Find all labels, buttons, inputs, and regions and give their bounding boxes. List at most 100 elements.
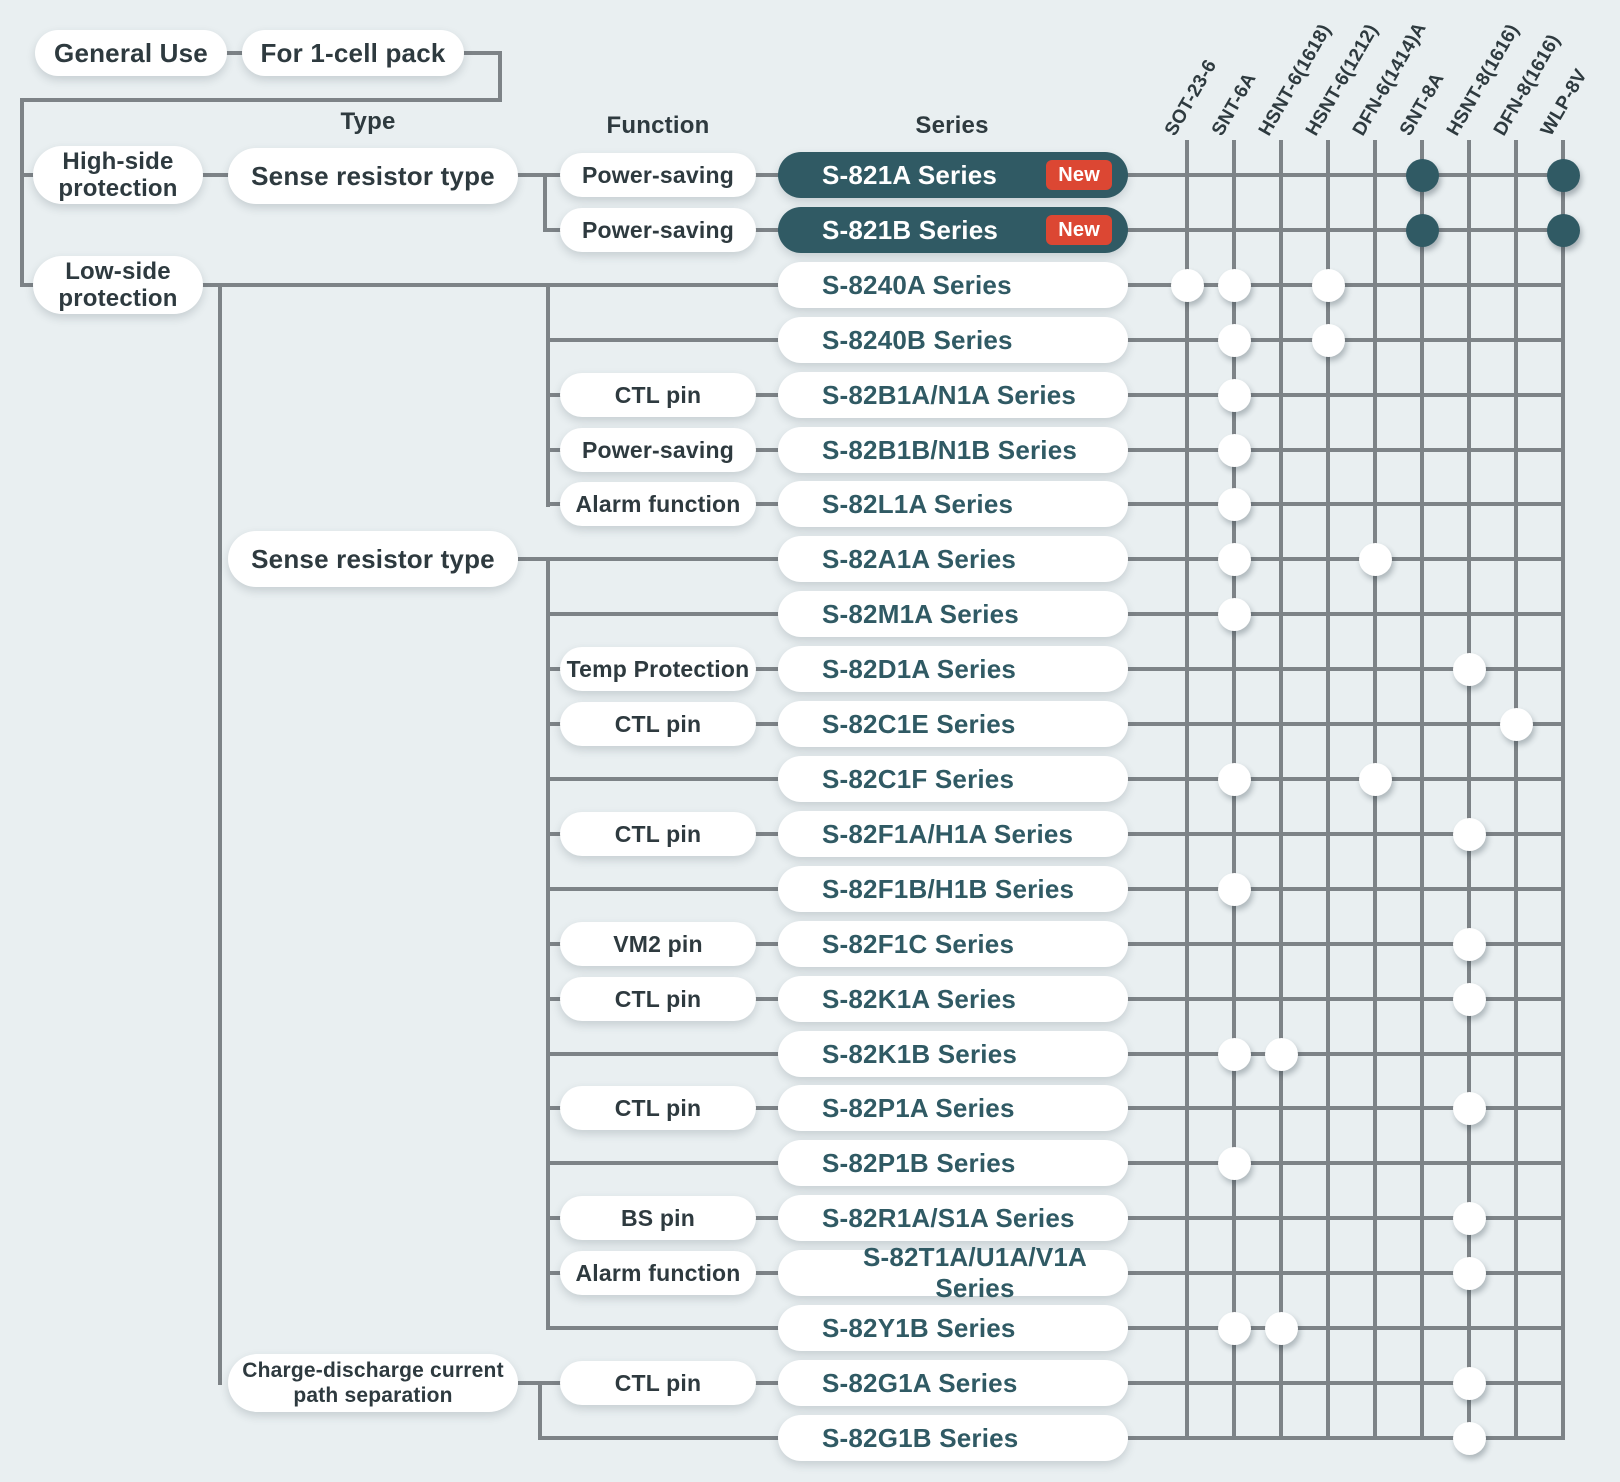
series-pill[interactable]: S-82M1A Series xyxy=(778,591,1128,637)
package-dot xyxy=(1452,817,1486,851)
series-pill[interactable]: S-82F1A/H1A Series xyxy=(778,811,1128,857)
package-dot xyxy=(1452,982,1486,1016)
package-dot xyxy=(1217,1037,1251,1071)
series-label: S-82Y1B Series xyxy=(822,1312,1016,1343)
series-pill[interactable]: S-82B1B/N1B Series xyxy=(778,427,1128,473)
function-label: CTL pin xyxy=(614,1094,702,1121)
grid-column-line xyxy=(1185,140,1189,1440)
function-pill: BS pin xyxy=(560,1196,756,1240)
function-label: CTL pin xyxy=(614,985,702,1012)
series-pill[interactable]: S-82Y1B Series xyxy=(778,1305,1128,1351)
series-label: S-821A Series xyxy=(822,159,998,190)
package-dot xyxy=(1217,1146,1251,1180)
series-pill[interactable]: S-82K1B Series xyxy=(778,1031,1128,1077)
series-pill[interactable]: S-82G1B Series xyxy=(778,1415,1128,1461)
series-label: S-82B1A/N1A Series xyxy=(822,379,1077,410)
low-side-protection-label: Low-side protection xyxy=(58,258,178,312)
function-pill: CTL pin xyxy=(560,1361,756,1405)
package-dot xyxy=(1452,652,1486,686)
series-pill[interactable]: S-821B Series New xyxy=(778,207,1128,253)
function-pill: CTL pin xyxy=(560,373,756,417)
connector-generaluse-1cell xyxy=(225,51,246,55)
package-dot xyxy=(1452,1421,1486,1455)
package-dot xyxy=(1217,597,1251,631)
grid-column-line xyxy=(1514,140,1518,1440)
series-label: S-82P1A Series xyxy=(822,1092,1015,1123)
series-pill[interactable]: S-8240B Series xyxy=(778,317,1128,363)
function-pill: Power-saving xyxy=(560,208,756,252)
function-column-header: Function xyxy=(606,112,710,139)
charge-discharge-separation-label: Charge-discharge current path separation xyxy=(242,1359,504,1407)
series-label: S-82G1B Series xyxy=(822,1422,1019,1453)
series-label: S-82M1A Series xyxy=(822,598,1019,629)
series-pill[interactable]: S-82A1A Series xyxy=(778,536,1128,582)
package-dot xyxy=(1311,323,1345,357)
connector-highside-sensetype xyxy=(198,173,234,177)
series-label: S-82K1A Series xyxy=(822,983,1017,1014)
function-pill: Alarm function xyxy=(560,482,756,526)
function-pill: Temp Protection xyxy=(560,647,756,691)
package-dot xyxy=(1217,872,1251,906)
function-pill: CTL pin xyxy=(560,812,756,856)
package-dot xyxy=(1264,1311,1298,1345)
package-dot xyxy=(1452,1201,1486,1235)
series-label: S-8240A Series xyxy=(822,269,1012,300)
series-pill[interactable]: S-82R1A/S1A Series xyxy=(778,1195,1128,1241)
charge-discharge-separation-pill: Charge-discharge current path separation xyxy=(228,1354,518,1412)
series-pill[interactable]: S-82C1E Series xyxy=(778,701,1128,747)
series-label: S-82K1B Series xyxy=(822,1038,1018,1069)
high-side-protection-label: High-side protection xyxy=(58,148,178,202)
series-pill[interactable]: S-8240A Series xyxy=(778,262,1128,308)
series-pill[interactable]: S-82C1F Series xyxy=(778,756,1128,802)
series-pill[interactable]: S-82L1A Series xyxy=(778,481,1128,527)
package-dot xyxy=(1452,1256,1486,1290)
function-pill: Alarm function xyxy=(560,1251,756,1295)
package-dot xyxy=(1546,158,1580,192)
series-label: S-82F1B/H1B Series xyxy=(822,873,1075,904)
function-label: Power-saving xyxy=(582,161,734,188)
trunk-lowside-types xyxy=(218,283,222,1385)
series-label: S-82L1A Series xyxy=(822,488,1014,519)
function-label: BS pin xyxy=(620,1204,696,1231)
connector-elbow-down xyxy=(498,51,502,102)
series-pill[interactable]: S-82D1A Series xyxy=(778,646,1128,692)
new-badge: New xyxy=(1046,160,1112,190)
series-pill[interactable]: S-82P1A Series xyxy=(778,1085,1128,1131)
function-label: CTL pin xyxy=(614,1369,702,1396)
function-label: Temp Protection xyxy=(566,655,750,682)
series-pill[interactable]: S-82P1B Series xyxy=(778,1140,1128,1186)
function-label: Power-saving xyxy=(582,216,734,243)
series-pill[interactable]: S-82F1C Series xyxy=(778,921,1128,967)
package-header-snt-6a: SNT-6A xyxy=(1207,69,1261,140)
series-pill[interactable]: S-82G1A Series xyxy=(778,1360,1128,1406)
series-label: S-82A1A Series xyxy=(822,543,1017,574)
stub-high-side xyxy=(20,173,38,177)
series-pill[interactable]: S-82K1A Series xyxy=(778,976,1128,1022)
connector-top-return xyxy=(20,98,502,102)
sense-resistor-type-low-label: Sense resistor type xyxy=(251,543,495,574)
series-pill[interactable]: S-821A Series New xyxy=(778,152,1128,198)
function-label: VM2 pin xyxy=(613,930,703,957)
series-label: S-82F1A/H1A Series xyxy=(822,818,1074,849)
grid-column-line xyxy=(1279,140,1283,1440)
package-dot xyxy=(1217,762,1251,796)
function-pill: CTL pin xyxy=(560,702,756,746)
package-dot xyxy=(1217,268,1251,302)
package-header-snt-8a: SNT-8A xyxy=(1395,69,1449,140)
grid-column-line xyxy=(1561,140,1565,1440)
series-pill[interactable]: S-82T1A/U1A/V1A Series xyxy=(778,1242,1128,1303)
series-label: S-82T1A/U1A/V1A Series xyxy=(862,1242,1088,1303)
package-dot xyxy=(1405,213,1439,247)
package-dot xyxy=(1311,268,1345,302)
function-label: CTL pin xyxy=(614,381,702,408)
series-pill[interactable]: S-82F1B/H1B Series xyxy=(778,866,1128,912)
series-label: S-821B Series xyxy=(822,214,999,245)
series-label: S-82G1A Series xyxy=(822,1367,1018,1398)
function-pill: VM2 pin xyxy=(560,922,756,966)
series-label: S-82C1E Series xyxy=(822,708,1016,739)
series-pill[interactable]: S-82B1A/N1A Series xyxy=(778,372,1128,418)
series-label: S-82F1C Series xyxy=(822,928,1015,959)
series-label: S-82R1A/S1A Series xyxy=(822,1202,1075,1233)
package-dot xyxy=(1452,1091,1486,1125)
package-dot xyxy=(1405,158,1439,192)
